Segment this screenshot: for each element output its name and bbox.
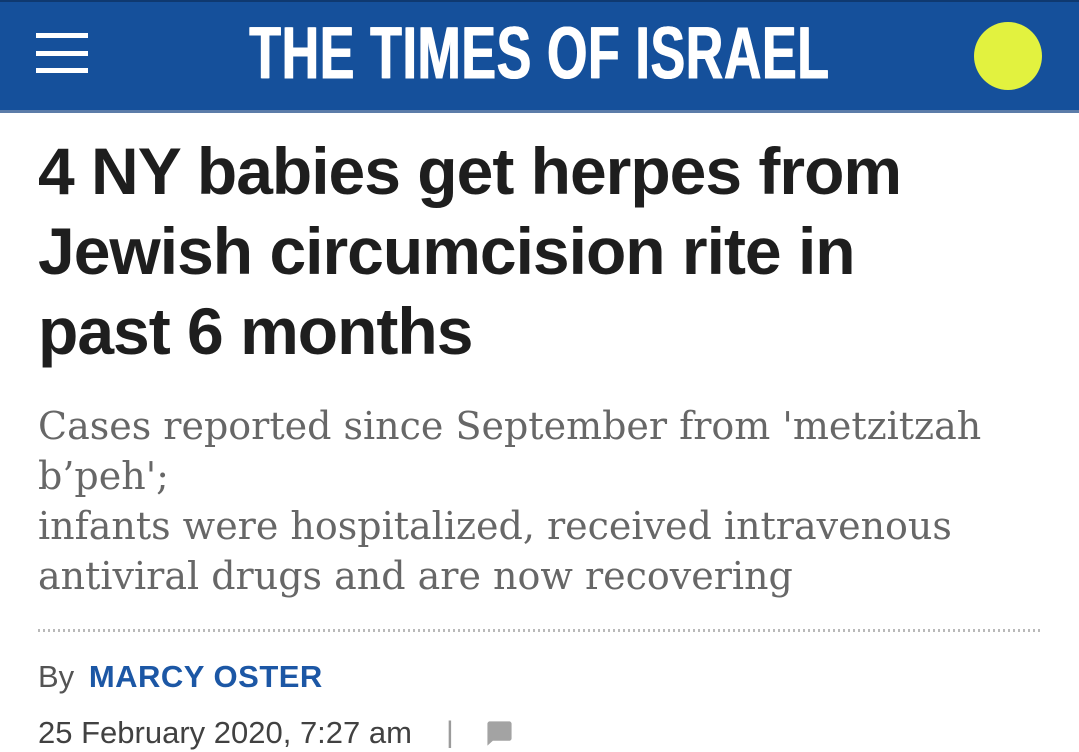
- headline-line: 4 NY babies get herpes from: [38, 134, 902, 208]
- publish-date: 25 February 2020, 7:27 am: [38, 715, 412, 750]
- hamburger-menu-button[interactable]: [36, 33, 88, 73]
- meta-separator: |: [445, 716, 454, 749]
- subheadline-line: infants were hospitalized, received intr…: [38, 504, 952, 548]
- byline: By MARCY OSTER: [38, 659, 1041, 695]
- byline-prefix: By: [38, 659, 75, 694]
- hamburger-bar: [36, 33, 88, 38]
- site-logo[interactable]: THE TIMES OF ISRAEL: [249, 11, 830, 95]
- article-subheadline: Cases reported since September from 'met…: [38, 401, 1041, 601]
- article-meta: 25 February 2020, 7:27 am |: [38, 715, 1041, 751]
- hamburger-bar: [36, 68, 88, 73]
- headline-line: past 6 months: [38, 294, 473, 368]
- profile-circle-icon[interactable]: [974, 22, 1042, 90]
- comments-button[interactable]: [484, 719, 515, 748]
- article-headline: 4 NY babies get herpes from Jewish circu…: [38, 131, 1041, 371]
- article-content: 4 NY babies get herpes from Jewish circu…: [0, 131, 1079, 751]
- dotted-divider: [38, 629, 1041, 632]
- author-link[interactable]: MARCY OSTER: [88, 659, 323, 694]
- subheadline-line: antiviral drugs and are now recovering: [38, 554, 793, 598]
- headline-line: Jewish circumcision rite in: [38, 214, 856, 288]
- site-header: THE TIMES OF ISRAEL: [0, 0, 1079, 113]
- subheadline-line: Cases reported since September from 'met…: [38, 404, 982, 498]
- hamburger-icon: [36, 33, 88, 73]
- comment-bubble-icon: [487, 720, 512, 746]
- hamburger-bar: [36, 50, 88, 56]
